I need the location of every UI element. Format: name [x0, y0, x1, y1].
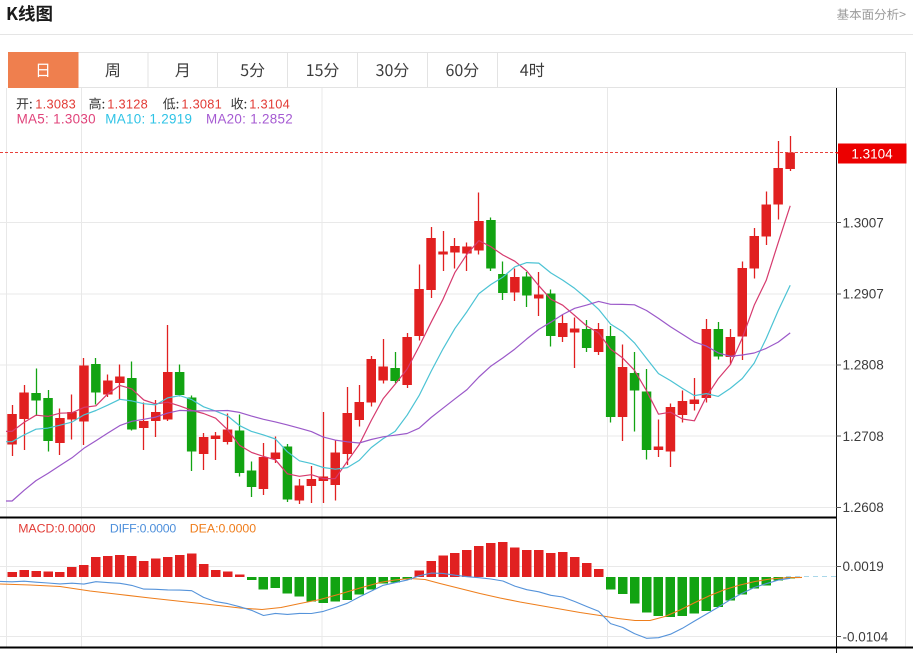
svg-text:1.2907: 1.2907 [843, 287, 884, 302]
svg-text:1.3104: 1.3104 [249, 97, 290, 112]
svg-text:0.0019: 0.0019 [843, 559, 884, 574]
svg-text:MA20: 1.2852: MA20: 1.2852 [206, 112, 293, 127]
svg-text:1.2708: 1.2708 [843, 429, 884, 444]
svg-text:1.2608: 1.2608 [843, 500, 884, 515]
svg-text:MA10: 1.2919: MA10: 1.2919 [105, 112, 192, 127]
svg-text:-0.0104: -0.0104 [843, 629, 889, 644]
svg-text:DEA:0.0000: DEA:0.0000 [190, 522, 256, 536]
svg-text:1.3104: 1.3104 [851, 146, 893, 161]
svg-text:1.3081: 1.3081 [181, 97, 222, 112]
svg-text:DIFF:0.0000: DIFF:0.0000 [110, 522, 177, 536]
svg-text:MACD:0.0000: MACD:0.0000 [18, 522, 95, 536]
svg-text:MA5: 1.3030: MA5: 1.3030 [17, 112, 96, 127]
svg-text:1.2808: 1.2808 [843, 358, 884, 373]
svg-text:1.3083: 1.3083 [35, 97, 76, 112]
svg-text:1.3128: 1.3128 [107, 97, 148, 112]
svg-text:1.3007: 1.3007 [843, 215, 884, 230]
